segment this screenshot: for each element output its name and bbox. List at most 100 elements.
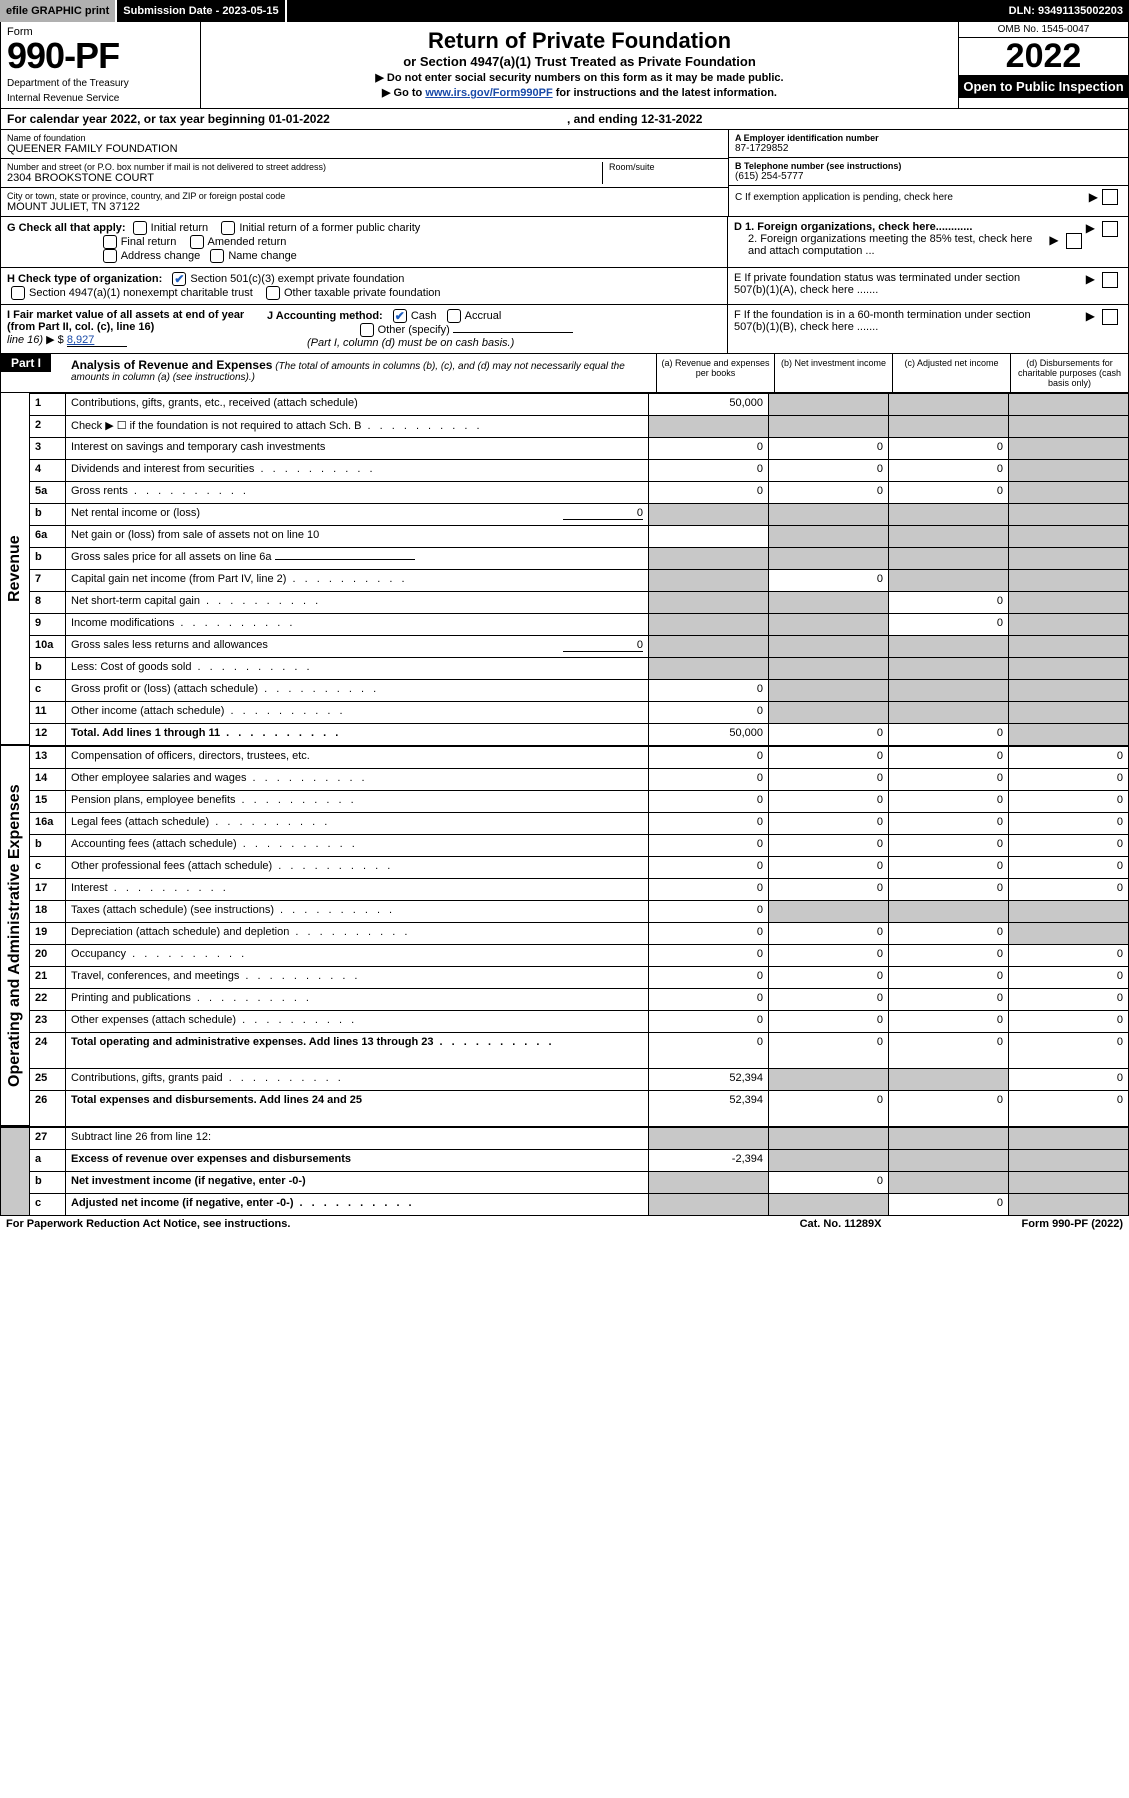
cell-value: -2,394 — [648, 1149, 768, 1171]
cell-value: 0 — [768, 922, 888, 944]
checkbox-amended[interactable] — [190, 235, 204, 249]
ein-cell: A Employer identification number 87-1729… — [729, 130, 1128, 158]
cell-value: 0 — [888, 481, 1008, 503]
fmv-value[interactable]: 8,927 — [67, 334, 127, 347]
cell-value: 0 — [768, 481, 888, 503]
dept-label: Department of the Treasury — [7, 78, 194, 89]
line-number: 7 — [29, 569, 65, 591]
checkbox-address-change[interactable] — [103, 249, 117, 263]
spacer — [287, 0, 1003, 22]
part1-badge: Part I — [1, 354, 51, 372]
cell-value — [768, 657, 888, 679]
line-desc: Adjusted net income (if negative, enter … — [65, 1193, 648, 1215]
cat-no: Cat. No. 11289X — [800, 1218, 882, 1230]
cell-value: 0 — [768, 878, 888, 900]
line-desc: Other professional fees (attach schedule… — [65, 856, 648, 878]
cell-value — [768, 393, 888, 415]
checkbox-initial-return[interactable] — [133, 221, 147, 235]
check-f: F If the foundation is in a 60-month ter… — [728, 305, 1128, 353]
header-left: Form 990-PF Department of the Treasury I… — [1, 22, 201, 108]
line-desc: Accounting fees (attach schedule) — [65, 834, 648, 856]
cell-value: 0 — [888, 459, 1008, 481]
checkbox-501c3[interactable] — [172, 272, 186, 286]
line-number: 14 — [29, 768, 65, 790]
room-label: Room/suite — [609, 162, 722, 172]
line-desc: Excess of revenue over expenses and disb… — [65, 1149, 648, 1171]
part1-header-row: Part I Analysis of Revenue and Expenses … — [0, 354, 1129, 393]
cell-value — [888, 415, 1008, 437]
checkbox-cash[interactable] — [393, 309, 407, 323]
line-number: 20 — [29, 944, 65, 966]
col-c-head: (c) Adjusted net income — [892, 354, 1010, 392]
line-desc: Income modifications — [65, 613, 648, 635]
cell-value — [888, 1068, 1008, 1090]
line-number: 18 — [29, 900, 65, 922]
arrow-icon: ▶ — [1049, 233, 1058, 247]
checkbox-f[interactable] — [1102, 309, 1118, 325]
cell-value: 0 — [1008, 790, 1128, 812]
cell-value: 0 — [768, 1090, 888, 1126]
ein-value: 87-1729852 — [735, 143, 1122, 154]
calendar-begin: For calendar year 2022, or tax year begi… — [7, 112, 567, 126]
paperwork-notice: For Paperwork Reduction Act Notice, see … — [6, 1218, 290, 1230]
cell-value — [1008, 1127, 1128, 1149]
foundation-name: QUEENER FAMILY FOUNDATION — [7, 143, 722, 155]
open-inspection: Open to Public Inspection — [959, 75, 1128, 98]
cell-value: 0 — [1008, 944, 1128, 966]
cell-value: 50,000 — [648, 393, 768, 415]
revenue-grid: Revenue 1Contributions, gifts, grants, e… — [0, 393, 1129, 746]
cell-value — [648, 1171, 768, 1193]
line-desc: Subtract line 26 from line 12: — [65, 1127, 648, 1149]
cell-value: 0 — [768, 790, 888, 812]
line-desc: Other employee salaries and wages — [65, 768, 648, 790]
col-a-head: (a) Revenue and expenses per books — [656, 354, 774, 392]
checkbox-other-method[interactable] — [360, 323, 374, 337]
line-number: 16a — [29, 812, 65, 834]
checkbox-other-taxable[interactable] — [266, 286, 280, 300]
checkbox-d2[interactable] — [1066, 233, 1082, 249]
cell-value: 0 — [888, 856, 1008, 878]
checkbox-d1[interactable] — [1102, 221, 1118, 237]
phone-cell: B Telephone number (see instructions) (6… — [729, 158, 1128, 186]
cell-value — [648, 503, 768, 525]
entity-info: Name of foundation QUEENER FAMILY FOUNDA… — [0, 130, 1129, 217]
opex-label: Operating and Administrative Expenses — [1, 746, 29, 1126]
irs-link[interactable]: www.irs.gov/Form990PF — [425, 87, 552, 99]
checkbox-initial-former[interactable] — [221, 221, 235, 235]
checkbox-name-change[interactable] — [210, 249, 224, 263]
checkbox-e[interactable] — [1102, 272, 1118, 288]
cell-value: 0 — [888, 1193, 1008, 1215]
cell-value: 0 — [768, 856, 888, 878]
cell-value — [888, 1149, 1008, 1171]
checkbox-4947[interactable] — [11, 286, 25, 300]
cell-value: 0 — [768, 569, 888, 591]
cell-value: 0 — [1008, 768, 1128, 790]
cell-value: 0 — [1008, 1090, 1128, 1126]
line-number: 15 — [29, 790, 65, 812]
checkbox-c[interactable] — [1102, 189, 1118, 205]
cell-value: 0 — [888, 591, 1008, 613]
col-b-head: (b) Net investment income — [774, 354, 892, 392]
cell-value — [1008, 415, 1128, 437]
checkbox-final-return[interactable] — [103, 235, 117, 249]
line-number: 5a — [29, 481, 65, 503]
cell-value — [768, 525, 888, 547]
line-number: a — [29, 1149, 65, 1171]
line-number: 23 — [29, 1010, 65, 1032]
part1-title-cell: Analysis of Revenue and Expenses (The to… — [65, 354, 656, 392]
cell-value — [648, 635, 768, 657]
cell-value — [1008, 1171, 1128, 1193]
cell-value — [648, 569, 768, 591]
cell-value: 0 — [888, 746, 1008, 768]
checkbox-accrual[interactable] — [447, 309, 461, 323]
line-desc: Net investment income (if negative, ente… — [65, 1171, 648, 1193]
cell-value — [1008, 657, 1128, 679]
calendar-end: , and ending 12-31-2022 — [567, 112, 702, 126]
cell-value: 0 — [888, 723, 1008, 745]
cell-value — [648, 591, 768, 613]
cell-value: 0 — [768, 966, 888, 988]
line-desc: Legal fees (attach schedule) — [65, 812, 648, 834]
cell-value: 0 — [888, 437, 1008, 459]
line-number: 17 — [29, 878, 65, 900]
net-grid: 27Subtract line 26 from line 12:aExcess … — [0, 1127, 1129, 1216]
